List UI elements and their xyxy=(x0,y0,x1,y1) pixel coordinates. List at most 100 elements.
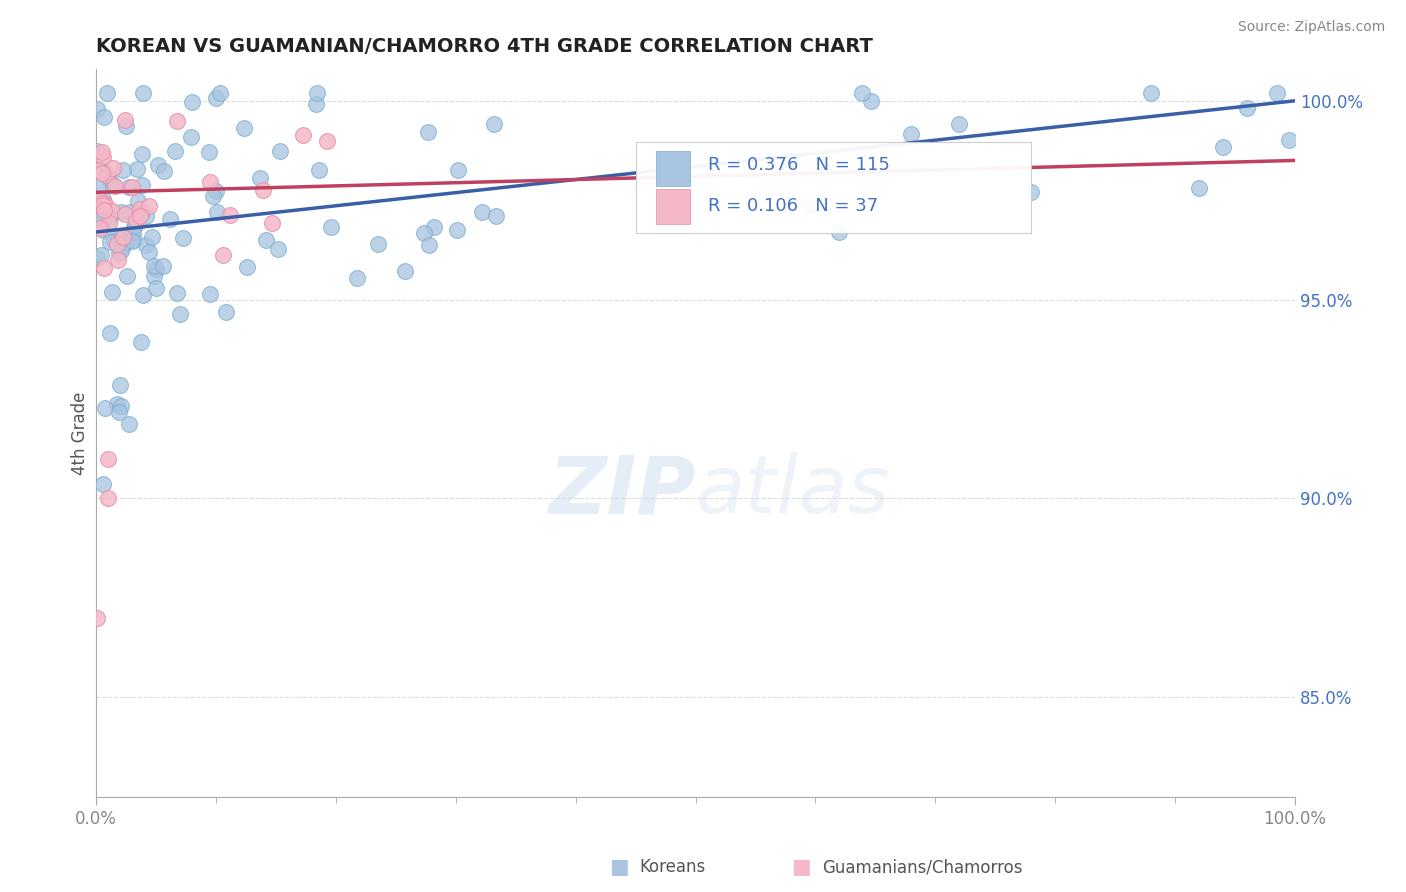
Point xyxy=(205,91,228,105)
Point xyxy=(205,184,228,198)
Point xyxy=(110,205,132,219)
Bar xyxy=(657,189,689,224)
Point xyxy=(799,199,821,213)
Point xyxy=(121,180,143,194)
Point xyxy=(249,170,271,185)
Point xyxy=(122,233,145,247)
Point xyxy=(205,205,228,219)
Point xyxy=(129,207,152,221)
Point xyxy=(316,134,339,148)
Point xyxy=(321,220,343,235)
Point xyxy=(153,164,176,178)
Point xyxy=(110,244,132,258)
Point xyxy=(131,147,153,161)
Point xyxy=(103,234,125,248)
Point xyxy=(198,145,221,160)
Point xyxy=(146,158,169,172)
Point xyxy=(112,162,135,177)
Point xyxy=(254,233,277,247)
Point xyxy=(1212,140,1234,154)
Text: Source: ZipAtlas.com: Source: ZipAtlas.com xyxy=(1237,20,1385,34)
Point xyxy=(93,260,115,275)
Point xyxy=(418,237,440,252)
Point xyxy=(135,238,157,252)
Point xyxy=(93,164,115,178)
Point xyxy=(108,246,131,260)
Point xyxy=(86,144,108,158)
Point xyxy=(215,305,238,319)
Point xyxy=(159,211,181,226)
Point xyxy=(211,248,233,262)
Point xyxy=(107,252,129,267)
Point xyxy=(93,197,115,211)
Point xyxy=(447,163,470,178)
Point xyxy=(124,219,146,233)
Point xyxy=(346,271,368,285)
Point xyxy=(86,611,108,625)
Point xyxy=(115,268,138,283)
Point xyxy=(127,194,149,208)
Point xyxy=(180,95,202,109)
Bar xyxy=(657,151,689,186)
Text: Guamanians/Chamorros: Guamanians/Chamorros xyxy=(823,858,1024,876)
Point xyxy=(308,163,330,178)
Point xyxy=(118,417,141,431)
Point xyxy=(94,197,117,211)
Point xyxy=(115,235,138,249)
Point xyxy=(305,96,328,111)
Point xyxy=(219,209,242,223)
Point xyxy=(124,219,146,234)
Point xyxy=(121,234,143,248)
Point xyxy=(1236,101,1258,115)
Text: Koreans: Koreans xyxy=(640,858,706,876)
Point xyxy=(138,199,160,213)
Point xyxy=(91,198,114,212)
Point xyxy=(482,118,505,132)
Point xyxy=(198,286,221,301)
Point xyxy=(114,113,136,128)
Point xyxy=(91,166,114,180)
Point xyxy=(291,128,314,142)
Point xyxy=(91,196,114,211)
Point xyxy=(110,399,132,413)
Point xyxy=(110,232,132,246)
Point xyxy=(260,216,283,230)
Point xyxy=(131,178,153,193)
Point xyxy=(138,244,160,259)
Point xyxy=(135,210,157,224)
Point xyxy=(96,86,118,100)
Point xyxy=(252,183,274,197)
Point xyxy=(166,113,188,128)
Point xyxy=(91,223,114,237)
Point xyxy=(446,223,468,237)
Point xyxy=(394,264,416,278)
Point xyxy=(91,476,114,491)
Point xyxy=(94,168,117,182)
Point xyxy=(143,259,166,273)
Point xyxy=(900,127,922,141)
Point xyxy=(108,405,131,419)
Point xyxy=(233,120,256,135)
Point xyxy=(1140,86,1163,100)
Point xyxy=(307,86,329,100)
Point xyxy=(90,145,112,159)
Point xyxy=(87,178,110,193)
Point xyxy=(145,262,167,277)
Point xyxy=(129,202,152,216)
Point xyxy=(125,161,148,176)
Point xyxy=(416,125,439,139)
Text: ■: ■ xyxy=(792,857,811,877)
Point xyxy=(101,161,124,176)
Text: atlas: atlas xyxy=(696,452,890,530)
Point xyxy=(209,86,232,100)
Point xyxy=(1188,180,1211,194)
Point xyxy=(118,179,141,194)
Point xyxy=(89,193,111,207)
Point xyxy=(97,216,120,230)
Point xyxy=(860,95,883,109)
Point xyxy=(165,145,187,159)
Text: ■: ■ xyxy=(609,857,628,877)
Point xyxy=(97,451,120,466)
Point xyxy=(413,226,436,240)
Point xyxy=(97,491,120,506)
